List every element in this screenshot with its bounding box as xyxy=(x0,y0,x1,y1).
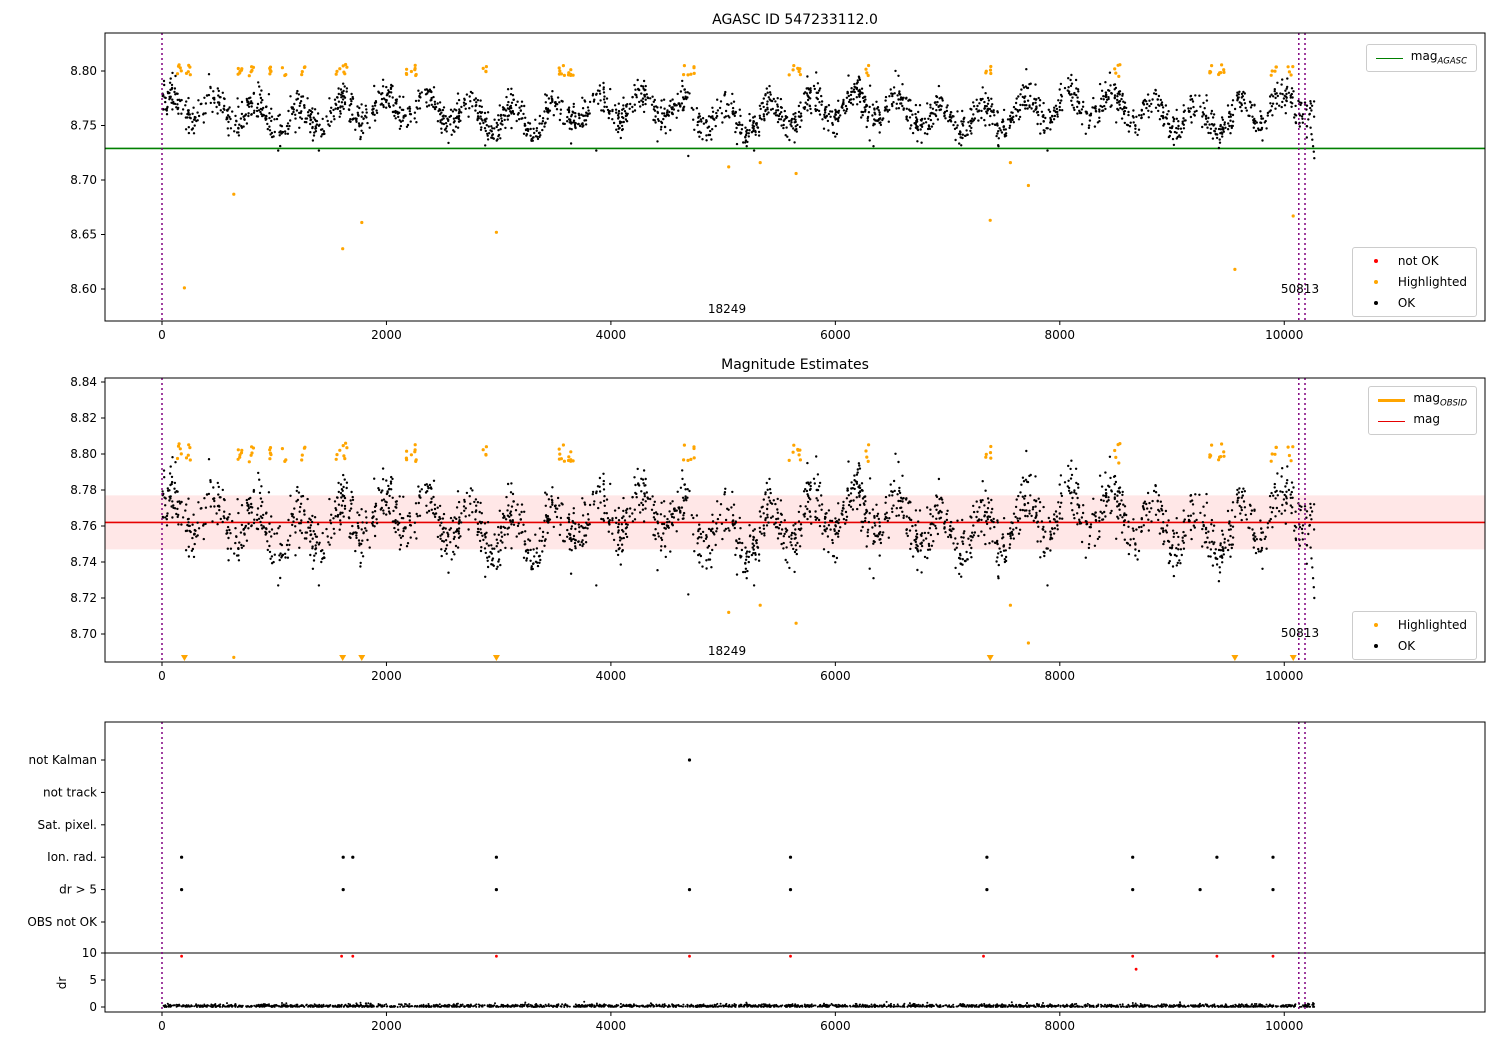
legend-entry-mag-obsid: magOBSID xyxy=(1378,391,1467,409)
legend-entry-highlighted: Highlighted xyxy=(1362,274,1467,290)
legend-top-markers[interactable]: not OK Highlighted OK xyxy=(1351,247,1477,317)
red-line-swatch xyxy=(1378,420,1406,422)
y-tick-labels: 8.708.728.748.768.788.808.828.84 xyxy=(70,375,105,641)
flag-points-layer xyxy=(180,758,1275,892)
legend-label: OK xyxy=(1397,639,1416,653)
obsid-annotation: 18249 xyxy=(707,644,747,658)
legend-mid-markers[interactable]: Highlighted OK xyxy=(1351,611,1477,660)
clipped-low-marker xyxy=(986,655,994,661)
x-tick-labels: 0 2000 4000 6000 8000 10000 xyxy=(158,662,1303,683)
mid-ok-points-layer xyxy=(161,449,1316,600)
obsid-annotation: 50813 xyxy=(1280,626,1320,640)
green-line-swatch xyxy=(1375,57,1403,59)
black-dot-swatch xyxy=(1373,644,1378,648)
clipped-low-marker xyxy=(1231,655,1239,661)
legend-entry-ok: OK xyxy=(1362,295,1467,311)
clipped-low-marker xyxy=(339,655,347,661)
orange-dot-swatch xyxy=(1373,623,1378,627)
legend-label: Highlighted xyxy=(1397,618,1467,632)
dr-baseline-points-layer xyxy=(162,1000,1316,1008)
legend-entry-not-ok: not OK xyxy=(1362,253,1467,269)
legend-entry-highlighted: Highlighted xyxy=(1362,617,1467,633)
plot2-title: Magnitude Estimates xyxy=(721,357,869,373)
legend-entry-mag: mag xyxy=(1378,412,1467,429)
legend-mag-agasc[interactable]: magAGASC xyxy=(1365,44,1477,72)
orange-line-swatch xyxy=(1378,398,1406,402)
black-dot-swatch xyxy=(1373,301,1378,305)
legend-label: magAGASC xyxy=(1410,49,1467,67)
x-tick-labels: 0 2000 4000 6000 8000 10000 xyxy=(158,321,1303,342)
plot1-title: AGASC ID 547233112.0 xyxy=(712,12,878,28)
clipped-low-marker xyxy=(1289,655,1297,661)
dr-not-ok-points-layer xyxy=(180,954,1275,971)
obsid-annotation: 50813 xyxy=(1280,282,1320,296)
red-dot-swatch xyxy=(1373,259,1378,263)
mid-highlighted-points-layer xyxy=(175,441,1297,661)
dr-axis-label: dr xyxy=(55,977,69,990)
legend-label: Highlighted xyxy=(1397,275,1467,289)
obsid-range-vlines xyxy=(161,33,1306,1012)
legend-label: mag xyxy=(1413,412,1441,427)
legend-label: magOBSID xyxy=(1413,391,1467,409)
top-ok-points-layer xyxy=(161,68,1316,160)
legend-mag-lines[interactable]: magOBSID mag xyxy=(1368,386,1477,435)
legend-entry-mag-agasc: magAGASC xyxy=(1375,49,1467,67)
clipped-low-marker xyxy=(492,655,500,661)
legend-entry-ok: OK xyxy=(1362,638,1467,654)
axes-layer: 0 2000 4000 6000 8000 10000 0 2000 4000 6000 8000 1… xyxy=(27,32,1486,1033)
top-highlighted-points-layer xyxy=(175,62,1295,290)
orange-dot-swatch xyxy=(1373,280,1378,284)
clipped-low-marker xyxy=(180,655,188,661)
legend-label: not OK xyxy=(1397,254,1439,268)
obsid-annotation: 18249 xyxy=(707,302,747,316)
x-tick-labels: 0 2000 4000 6000 8000 10000 xyxy=(158,1012,1303,1033)
clipped-low-marker xyxy=(358,655,366,661)
y-tick-labels: 8.608.658.708.758.80 xyxy=(70,64,105,296)
legend-label: OK xyxy=(1397,296,1416,310)
